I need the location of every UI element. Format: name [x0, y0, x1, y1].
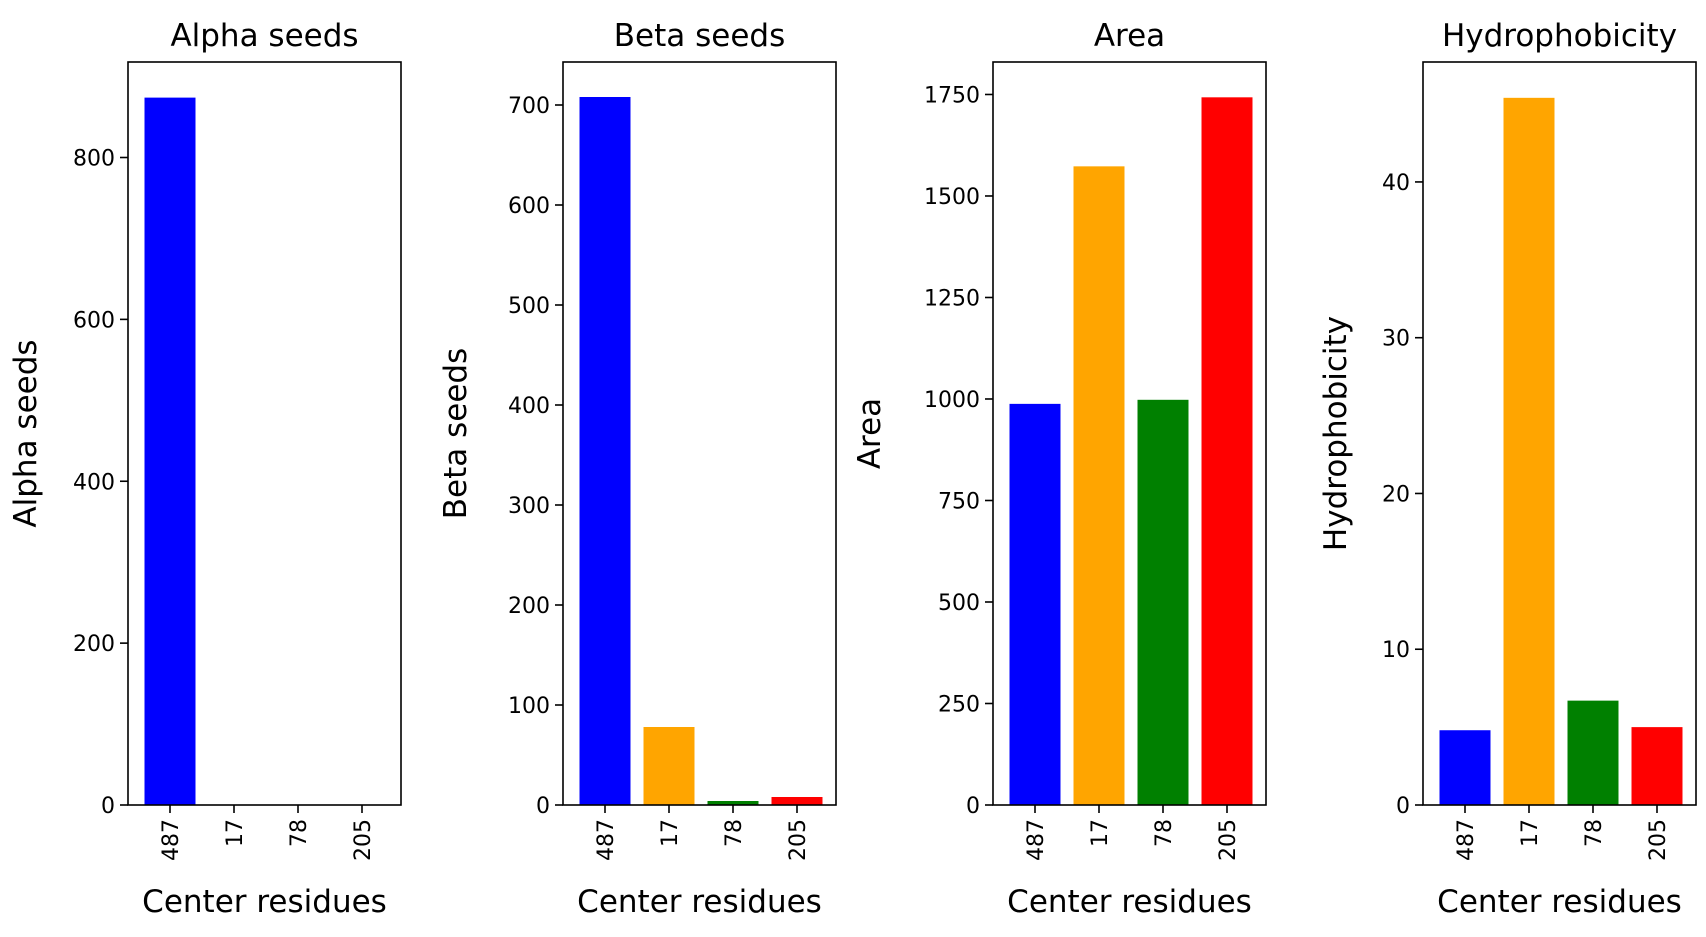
bar-205	[1201, 97, 1253, 806]
plot-frame	[1422, 61, 1697, 806]
y-tick-label: 400	[508, 394, 550, 419]
bar-78	[707, 801, 759, 805]
y-tick-label: 0	[536, 794, 550, 819]
chart-title: Alpha seeds	[170, 18, 358, 54]
bar-17	[1073, 166, 1125, 806]
bar-17	[643, 727, 695, 805]
x-tick-label: 17	[223, 819, 248, 847]
y-tick-label: 300	[508, 494, 550, 519]
bar-205	[771, 797, 823, 805]
x-axis-label: Center residues	[142, 884, 387, 920]
chart-title: Area	[1094, 18, 1165, 54]
x-tick-label: 78	[1582, 819, 1607, 847]
y-tick-label: 500	[508, 294, 550, 319]
y-tick-label: 10	[1382, 638, 1410, 663]
x-tick-label: 205	[351, 819, 376, 861]
y-tick-label: 800	[73, 147, 115, 172]
plot-frame	[992, 61, 1267, 806]
y-tick-label: 0	[966, 794, 980, 819]
y-tick-label: 700	[508, 94, 550, 119]
y-tick-label: 400	[73, 470, 115, 495]
y-tick-label: 1750	[924, 83, 980, 108]
bar-17	[1503, 97, 1555, 806]
bar-78	[1137, 399, 1189, 805]
y-tick-label: 250	[938, 692, 980, 717]
chart-title: Hydrophobicity	[1442, 18, 1677, 54]
chart-panel-3: Area 0 250 500 750 1000 1250 1500 1750 487 17 78 205…	[852, 18, 1267, 920]
bar-487	[144, 97, 196, 806]
x-tick-label: 487	[594, 819, 619, 861]
bar-487	[1439, 730, 1491, 805]
y-tick-label: 600	[73, 308, 115, 333]
y-tick-label: 600	[508, 194, 550, 219]
bar-205	[1631, 727, 1683, 805]
bar-78	[1567, 700, 1619, 805]
plot-frame	[127, 61, 402, 806]
y-tick-label: 20	[1382, 482, 1410, 507]
x-tick-label: 487	[1024, 819, 1049, 861]
y-tick-label: 200	[508, 594, 550, 619]
x-axis-label: Center residues	[577, 884, 822, 920]
y-tick-label: 30	[1382, 327, 1410, 352]
x-tick-label: 487	[159, 819, 184, 861]
y-tick-label: 200	[73, 632, 115, 657]
x-axis-label: Center residues	[1437, 884, 1682, 920]
x-tick-label: 17	[658, 819, 683, 847]
plot-frame	[562, 61, 837, 806]
y-axis-label: Hydrophobicity	[1318, 316, 1354, 551]
x-tick-label: 205	[1646, 819, 1671, 861]
chart-panel-4: Hydrophobicity 0 10 20 30 40 487 17 78 205 Center …	[1318, 18, 1697, 920]
bar-487	[1009, 403, 1061, 805]
x-tick-label: 205	[1216, 819, 1241, 861]
x-tick-label: 17	[1518, 819, 1543, 847]
y-axis-label: Alpha seeds	[8, 339, 44, 527]
chart-panel-2: Beta seeds 0 100 200 300 400 500 600 700 487 17 78 2…	[438, 18, 837, 920]
y-tick-label: 750	[938, 489, 980, 514]
y-axis-label: Area	[852, 398, 888, 469]
y-tick-label: 0	[101, 794, 115, 819]
y-tick-label: 1000	[924, 388, 980, 413]
x-tick-label: 17	[1088, 819, 1113, 847]
x-tick-label: 78	[722, 819, 747, 847]
y-tick-label: 0	[1396, 794, 1410, 819]
y-tick-label: 40	[1382, 171, 1410, 196]
y-tick-label: 1500	[924, 185, 980, 210]
y-tick-label: 500	[938, 591, 980, 616]
chart-panel-1: Alpha seeds 0 200 400 600 800 487 17 78 205 Center…	[8, 18, 402, 920]
x-tick-label: 205	[786, 819, 811, 861]
x-tick-label: 487	[1454, 819, 1479, 861]
y-axis-label: Beta seeds	[438, 348, 474, 519]
x-tick-label: 78	[287, 819, 312, 847]
bar-487	[579, 97, 631, 805]
x-axis-label: Center residues	[1007, 884, 1252, 920]
y-tick-label: 100	[508, 694, 550, 719]
chart-title: Beta seeds	[614, 18, 785, 54]
y-tick-label: 1250	[924, 286, 980, 311]
x-tick-label: 78	[1152, 819, 1177, 847]
